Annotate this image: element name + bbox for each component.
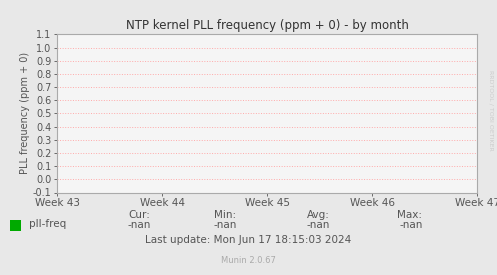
Text: Min:: Min:: [214, 210, 236, 220]
Y-axis label: PLL frequency (ppm + 0): PLL frequency (ppm + 0): [20, 52, 30, 175]
Title: NTP kernel PLL frequency (ppm + 0) - by month: NTP kernel PLL frequency (ppm + 0) - by …: [126, 19, 409, 32]
Text: -nan: -nan: [213, 221, 237, 230]
Text: -nan: -nan: [399, 221, 422, 230]
Text: -nan: -nan: [306, 221, 330, 230]
Text: pll-freq: pll-freq: [29, 219, 66, 229]
Text: Avg:: Avg:: [307, 210, 330, 220]
Text: Cur:: Cur:: [128, 210, 150, 220]
Text: RRDTOOL / TOBI OETIKER: RRDTOOL / TOBI OETIKER: [489, 70, 494, 150]
Text: Last update: Mon Jun 17 18:15:03 2024: Last update: Mon Jun 17 18:15:03 2024: [146, 235, 351, 245]
Text: Munin 2.0.67: Munin 2.0.67: [221, 255, 276, 265]
Text: Max:: Max:: [398, 210, 422, 220]
Text: -nan: -nan: [127, 221, 151, 230]
